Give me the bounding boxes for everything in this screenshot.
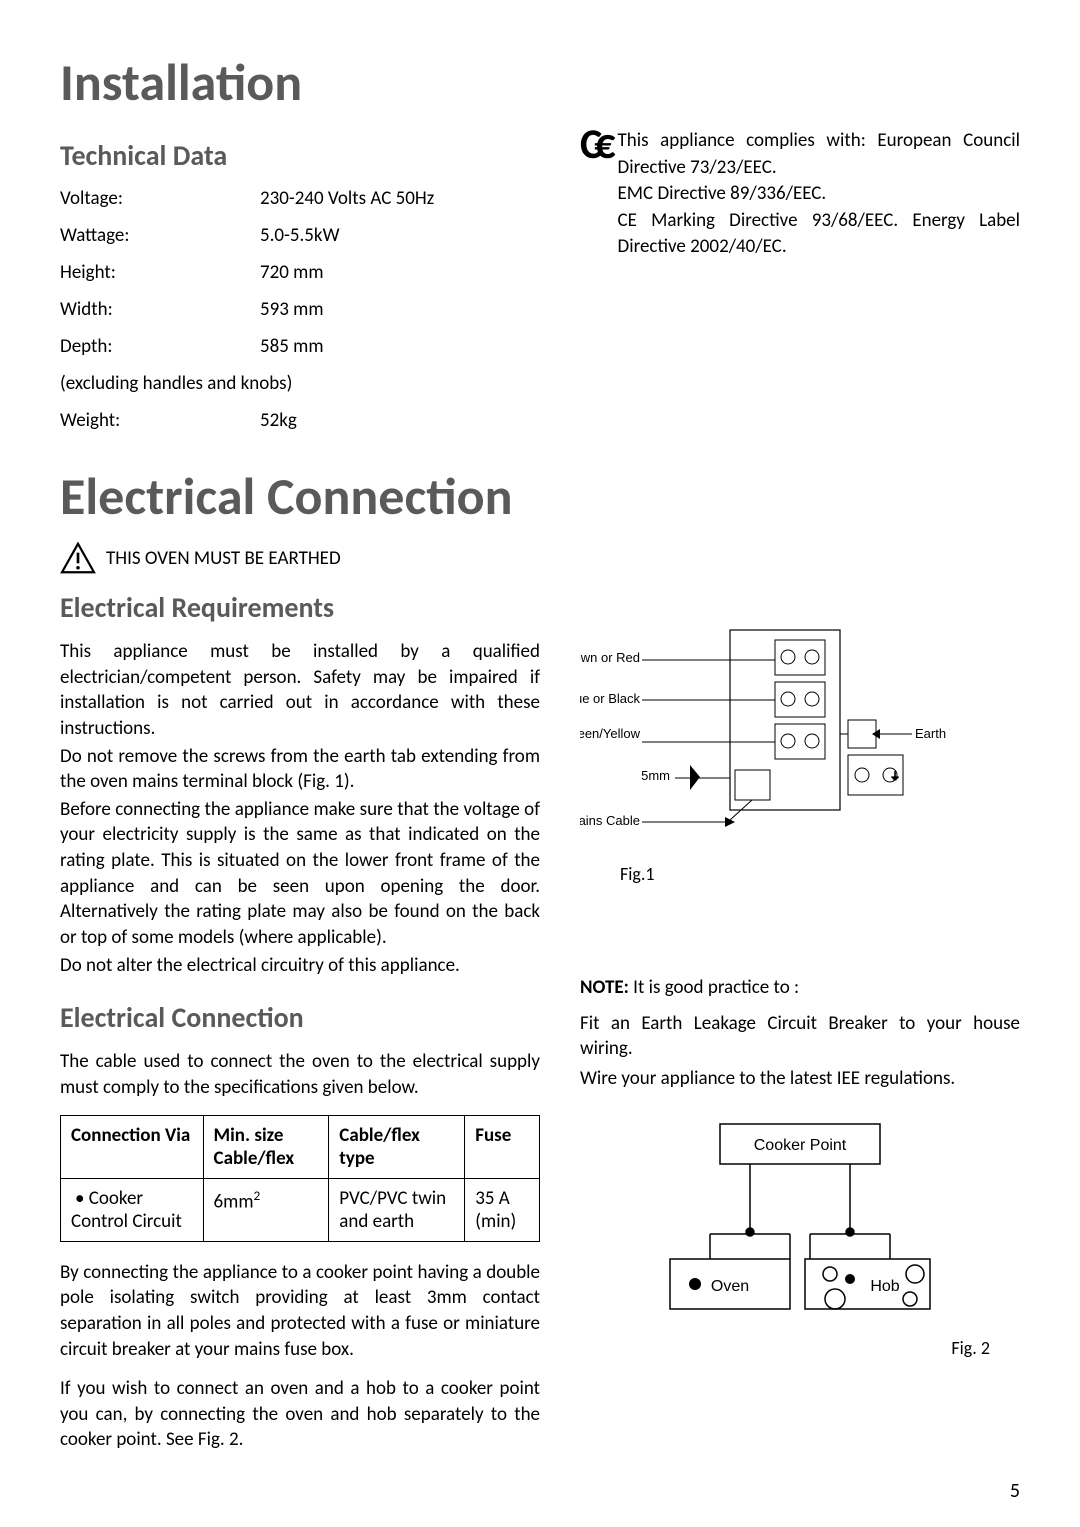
svg-text:Earth Tab: Earth Tab [915, 726, 950, 741]
note-label: NOTE: [580, 976, 629, 999]
ce-mark-icon: C€ [580, 124, 608, 166]
svg-text:Blue or Black: Blue or Black [580, 691, 640, 706]
table-header-row: Connection Via Min. size Cable/flex Cabl… [61, 1115, 540, 1178]
spec-dimensions-note: (excluding handles and knobs) [60, 372, 540, 395]
table-cell-sup: 2 [254, 1187, 261, 1204]
warning-triangle-icon [60, 542, 96, 574]
warning-row: THIS OVEN MUST BE EARTHED [60, 542, 1020, 574]
terminal-block-diagram-icon: ⏚ Brown or Red Blue or Black Green or Gr… [580, 620, 950, 850]
ce-compliance-block: C€ This appliance complies with: Europea… [580, 128, 1020, 261]
note-paragraph: Fit an Earth Leakage Circuit Breaker to … [580, 1011, 1020, 1062]
cooker-point-diagram-icon: Cooker Point Oven [640, 1114, 960, 1324]
figure-1-caption: Fig.1 [620, 863, 1020, 885]
svg-text:Green or Green/Yellow: Green or Green/Yellow [580, 726, 641, 741]
connection-paragraph: By connecting the appliance to a cooker … [60, 1260, 540, 1363]
req-paragraph: Before connecting the appliance make sur… [60, 797, 540, 951]
svg-text:5mm: 5mm [641, 768, 670, 783]
spec-height: Height: 720 mm [60, 261, 540, 284]
svg-text:Brown or Red: Brown or Red [580, 650, 640, 665]
spec-value: 5.0-5.5kW [260, 224, 339, 247]
svg-text:Oven: Oven [711, 1278, 749, 1295]
ce-text-line: EMC Directive 89/336/EEC. [618, 181, 1020, 208]
spec-voltage: Voltage: 230-240 Volts AC 50Hz [60, 187, 540, 210]
spec-label: Height: [60, 261, 260, 284]
svg-text:⏚: ⏚ [890, 770, 900, 783]
svg-text:Hob: Hob [870, 1278, 899, 1295]
table-cell-via: • Cooker Control Circuit [61, 1178, 204, 1241]
figure-2-caption: Fig. 2 [580, 1337, 990, 1359]
heading-electrical-requirements: Electrical Requirements [60, 590, 540, 625]
spec-value: 230-240 Volts AC 50Hz [260, 187, 434, 210]
spec-width: Width: 593 mm [60, 298, 540, 321]
figure-2: Cooker Point Oven [580, 1094, 1020, 1359]
table-cell-size: 6mm2 [203, 1178, 329, 1241]
note-paragraph: Wire your appliance to the latest IEE re… [580, 1066, 1020, 1092]
table-header: Min. size Cable/flex [203, 1115, 329, 1178]
heading-installation: Installation [60, 50, 1020, 114]
req-paragraph: Do not alter the electrical circuitry of… [60, 953, 540, 979]
req-paragraph: This appliance must be installed by a qu… [60, 639, 540, 742]
svg-text:Mains Cable: Mains Cable [580, 813, 640, 828]
spec-value: 593 mm [260, 298, 324, 321]
req-paragraph: Do not remove the screws from the earth … [60, 744, 540, 795]
page-number: 5 [1010, 1479, 1020, 1503]
spec-label: Wattage: [60, 224, 260, 247]
table-header: Cable/flex type [329, 1115, 465, 1178]
table-cell-text: 6mm [214, 1190, 254, 1213]
spec-label: Depth: [60, 335, 260, 358]
note-intro: It is good practice to : [629, 976, 799, 999]
spec-label: Voltage: [60, 187, 260, 210]
heading-electrical-connection: Electrical Connection [60, 464, 1020, 528]
table-header: Fuse [465, 1115, 540, 1178]
cable-spec-table: Connection Via Min. size Cable/flex Cabl… [60, 1115, 540, 1242]
spec-weight: Weight: 52kg [60, 409, 540, 432]
table-header: Connection Via [61, 1115, 204, 1178]
table-cell-fuse: 35 A (min) [465, 1178, 540, 1241]
note-line: NOTE: It is good practice to : [580, 975, 1020, 1001]
spec-depth: Depth: 585 mm [60, 335, 540, 358]
table-row: • Cooker Control Circuit 6mm2 PVC/PVC tw… [61, 1178, 540, 1241]
heading-electrical-connection-sub: Electrical Connection [60, 1000, 540, 1035]
ce-text-line: CE Marking Directive 93/68/EEC. Energy L… [618, 208, 1020, 261]
spec-value: 720 mm [260, 261, 324, 284]
table-cell-type: PVC/PVC twin and earth [329, 1178, 465, 1241]
connection-intro: The cable used to connect the oven to th… [60, 1049, 540, 1100]
spec-wattage: Wattage: 5.0-5.5kW [60, 224, 540, 247]
figure-1: ⏚ Brown or Red Blue or Black Green or Gr… [580, 620, 1020, 885]
spec-label: Weight: [60, 409, 260, 432]
connection-paragraph: If you wish to connect an oven and a hob… [60, 1376, 540, 1453]
warning-text: THIS OVEN MUST BE EARTHED [106, 547, 341, 570]
ce-text-line: This appliance complies with: European C… [618, 128, 1020, 181]
heading-technical-data: Technical Data [60, 138, 540, 173]
spec-value: 585 mm [260, 335, 324, 358]
svg-text:Cooker Point: Cooker Point [754, 1137, 847, 1154]
spec-value: 52kg [260, 409, 297, 432]
spec-label: Width: [60, 298, 260, 321]
